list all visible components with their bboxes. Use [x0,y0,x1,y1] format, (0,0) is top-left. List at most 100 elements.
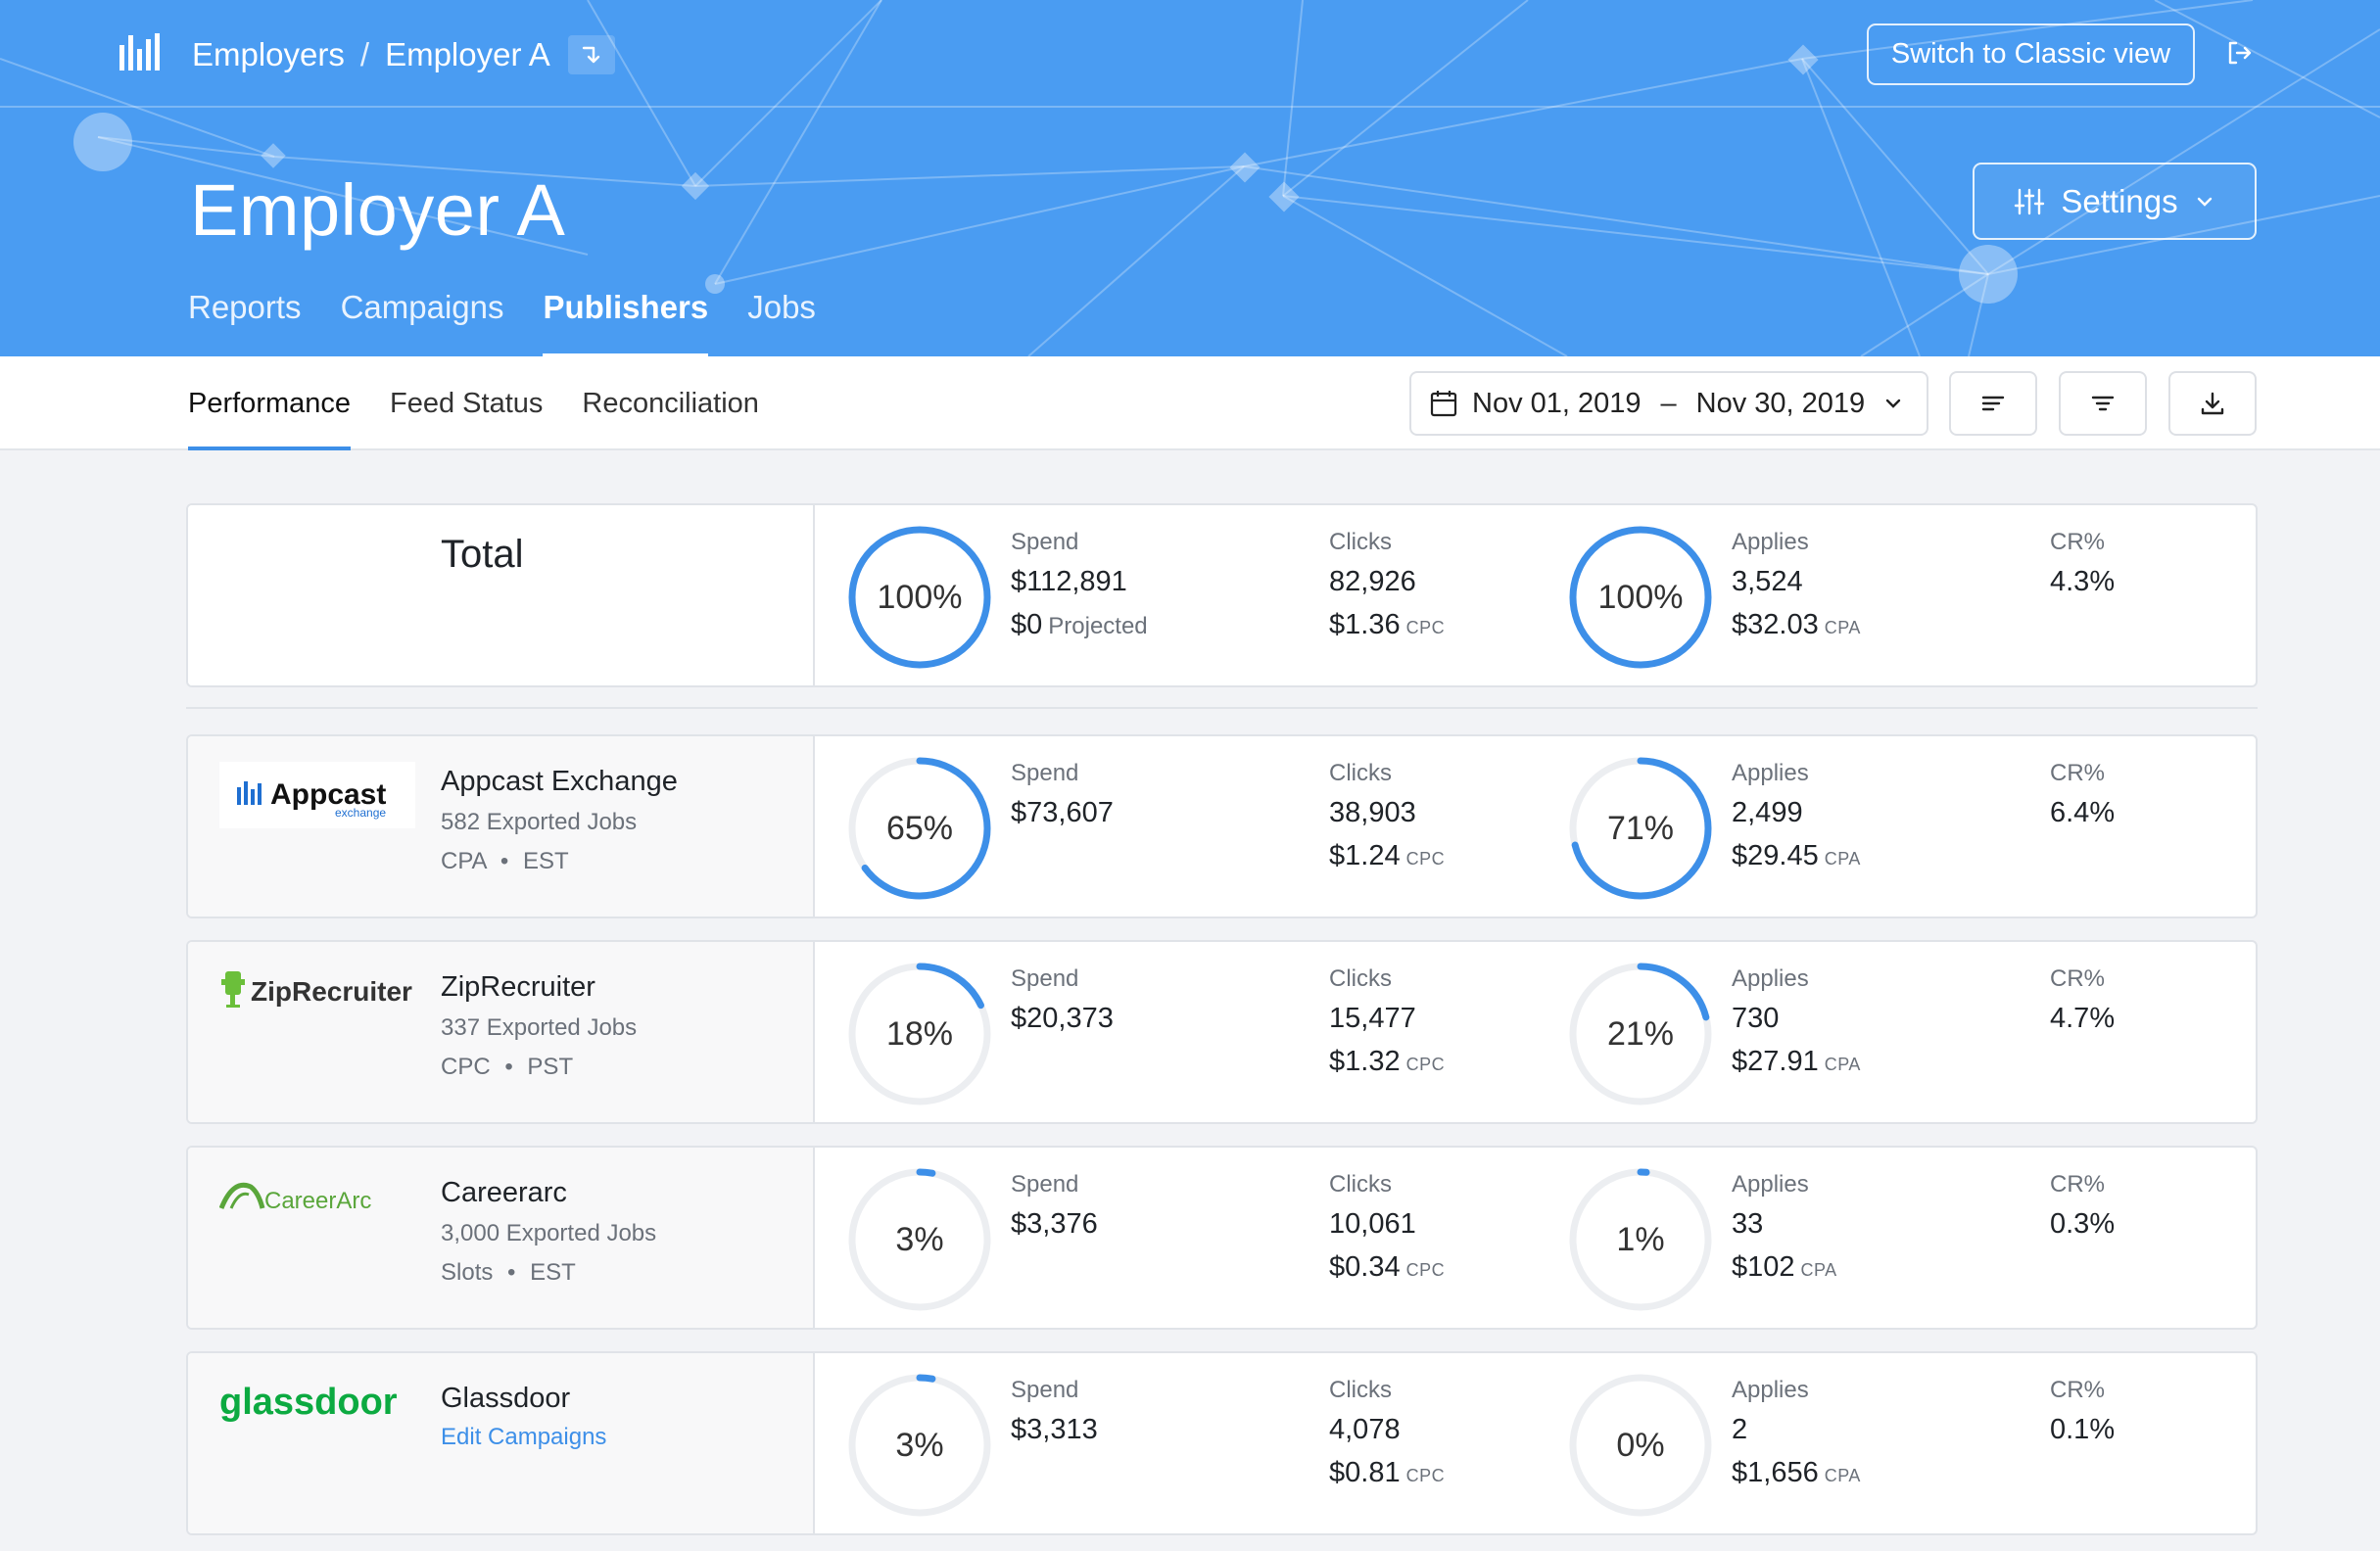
cpc-row: $0.34 CPC [1329,1251,1445,1284]
cpc-row: $0.81 CPC [1329,1457,1445,1489]
cpa-unit: CPA [1800,1260,1837,1280]
publisher-card[interactable]: ZipRecruiter ZipRecruiter 337 Exported J… [186,940,2258,1124]
tab-performance[interactable]: Performance [188,356,352,450]
spend-label: Spend [1011,1377,1079,1403]
applies-value: 33 [1732,1208,1764,1240]
download-button[interactable] [2168,371,2257,436]
cpc-row: $1.24 CPC [1329,840,1445,872]
switch-employer-button[interactable] [567,35,615,74]
applies-value: 730 [1732,1003,1780,1034]
header-hero: Employers / Employer A Switch to Classic… [0,0,2380,356]
cpa-value: $32.03 [1732,609,1819,640]
spend-value: $20,373 [1011,1003,1114,1034]
publisher-card[interactable]: glassdoor Glassdoor Edit Campaigns 3% Sp… [186,1351,2258,1535]
applies-label: Applies [1732,760,1809,786]
breadcrumb: Employers / Employer A [192,35,615,74]
publisher-name[interactable]: Appcast Exchange [441,766,678,797]
app-logo-icon[interactable] [119,31,160,72]
spend-value: $3,376 [1011,1208,1098,1240]
publisher-name[interactable]: Glassdoor [441,1383,571,1414]
cpc-value: $1.36 [1329,609,1401,640]
tab-campaigns[interactable]: Campaigns [340,289,504,325]
return-arrow-icon [582,46,600,64]
pricing-model: CPC [441,1054,491,1080]
appcast-logo-subtext: exchange [335,806,386,820]
sub-navigation: Performance Feed Status Reconciliation N… [0,356,2380,450]
clicks-label: Clicks [1329,760,1392,786]
timezone: EST [530,1259,576,1286]
section-divider [186,707,2258,709]
cpa-row: $102 CPA [1732,1251,1837,1284]
sub-tabs: Performance Feed Status Reconciliation [188,356,798,450]
applies-label: Applies [1732,965,1809,992]
logout-icon[interactable] [2223,37,2255,69]
cr-value: 0.3% [2050,1208,2116,1240]
publisher-card[interactable]: CareerArc Careerarc 3,000 Exported Jobs … [186,1146,2258,1330]
cpc-unit: CPC [1405,1466,1446,1485]
filter-icon [2091,396,2115,411]
cpc-unit: CPC [1405,1260,1446,1280]
applies-share-value: 1% [1616,1220,1665,1258]
applies-share-value: 71% [1606,809,1675,847]
clicks-label: Clicks [1329,965,1392,992]
date-from: Nov 01, 2019 [1472,387,1642,419]
applies-value: 2,499 [1732,797,1803,828]
chevron-down-icon [2197,197,2212,207]
cr-value: 4.3% [2050,566,2116,597]
cpa-row: $29.45 CPA [1732,840,1861,872]
publisher-info: Appcast exchange Appcast Exchange 582 Ex… [188,736,815,916]
glassdoor-logo-text: glassdoor [219,1382,398,1423]
settings-button[interactable]: Settings [1973,163,2257,240]
tab-feed-status[interactable]: Feed Status [390,388,544,419]
projected-row: $0 Projected [1011,609,1148,641]
publisher-card[interactable]: Appcast exchange Appcast Exchange 582 Ex… [186,734,2258,918]
cpc-row: $1.36 CPC [1329,609,1445,641]
timezone: PST [527,1054,574,1080]
cpa-unit: CPA [1824,1055,1861,1074]
spend-value: $3,313 [1011,1414,1098,1445]
date-to: Nov 30, 2019 [1695,387,1866,419]
applies-label: Applies [1732,1377,1809,1403]
clicks-value: 10,061 [1329,1208,1416,1240]
date-range-picker[interactable]: Nov 01, 2019 – Nov 30, 2019 [1409,371,1928,436]
glassdoor-logo: glassdoor [219,1379,415,1447]
switch-classic-view-button[interactable]: Switch to Classic view [1867,24,2195,85]
date-separator: – [1660,387,1677,419]
cpc-value: $0.34 [1329,1251,1401,1283]
network-background [0,0,2380,356]
applies-label: Applies [1732,1171,1809,1198]
cpa-unit: CPA [1824,1466,1861,1485]
tab-publishers[interactable]: Publishers [543,289,708,356]
projected-value: $0 [1011,609,1043,640]
cpc-unit: CPC [1405,849,1446,869]
filter-button[interactable] [2059,371,2147,436]
download-icon [2201,392,2224,415]
publisher-name[interactable]: ZipRecruiter [441,971,595,1003]
applies-share-ring [1569,1374,1712,1517]
spend-share-ring [848,1374,991,1517]
breadcrumb-employer[interactable]: Employer A [385,36,550,72]
spend-share-ring [848,963,991,1105]
calendar-icon [1430,391,1457,417]
cr-value: 4.7% [2050,1003,2116,1034]
cpa-value: $29.45 [1732,840,1819,871]
clicks-label: Clicks [1329,1377,1392,1403]
cpa-value: $27.91 [1732,1046,1819,1077]
projected-label: Projected [1048,613,1148,639]
exported-jobs: 3,000 Exported Jobs [441,1220,657,1246]
cpc-value: $1.32 [1329,1046,1401,1077]
spend-value: $73,607 [1011,797,1114,828]
publisher-name[interactable]: Careerarc [441,1177,567,1208]
breadcrumb-employers[interactable]: Employers [192,36,345,72]
cr-label: CR% [2050,1171,2106,1198]
cpc-row: $1.32 CPC [1329,1046,1445,1078]
publisher-info: ZipRecruiter ZipRecruiter 337 Exported J… [188,942,815,1122]
tab-jobs[interactable]: Jobs [747,289,816,325]
top-bar: Employers / Employer A Switch to Classic… [0,0,2380,108]
applies-share-ring [1569,757,1712,900]
sort-button[interactable] [1949,371,2037,436]
edit-campaigns-link[interactable]: Edit Campaigns [441,1424,607,1450]
tab-reconciliation[interactable]: Reconciliation [582,388,759,419]
tab-reports[interactable]: Reports [188,289,302,325]
settings-label: Settings [2061,182,2178,219]
